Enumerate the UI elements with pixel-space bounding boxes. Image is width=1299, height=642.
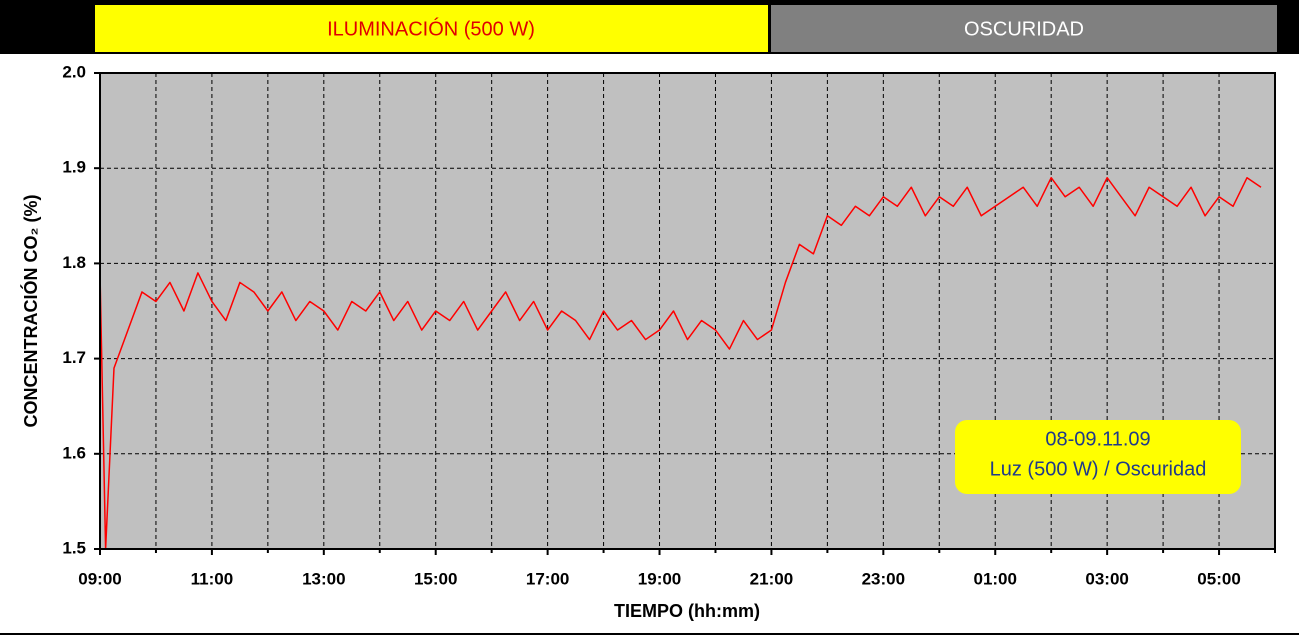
x-tick-label: 23:00 xyxy=(862,569,905,588)
light-banner xyxy=(95,5,768,52)
x-tick-label: 21:00 xyxy=(750,569,793,588)
annotation-box xyxy=(955,420,1241,494)
plot-frame xyxy=(99,72,1276,550)
x-tick-label: 17:00 xyxy=(526,569,569,588)
annotation-line: 08-09.11.09 xyxy=(1045,428,1150,450)
dark-label: OSCURIDAD xyxy=(964,18,1084,40)
x-tick-label: 03:00 xyxy=(1085,569,1128,588)
y-tick-label: 1.6 xyxy=(62,443,86,462)
y-tick-label: 2.0 xyxy=(62,62,86,81)
y-tick-label: 1.8 xyxy=(62,253,86,272)
light-label: ILUMINACIÓN (500 W) xyxy=(327,17,535,40)
y-axis-label: CONCENTRACIÓN CO₂ (%) xyxy=(20,195,41,428)
y-tick-label: 1.9 xyxy=(62,158,86,177)
annotation-line: Luz (500 W) / Oscuridad xyxy=(990,458,1207,480)
x-tick-label: 15:00 xyxy=(414,569,457,588)
x-tick-label: 09:00 xyxy=(78,569,121,588)
x-tick-label: 13:00 xyxy=(302,569,345,588)
x-tick-label: 01:00 xyxy=(973,569,1016,588)
x-tick-label: 05:00 xyxy=(1197,569,1240,588)
x-tick-label: 11:00 xyxy=(191,569,234,588)
y-tick-label: 1.7 xyxy=(62,348,86,367)
data-line xyxy=(99,176,1262,550)
x-tick-label: 19:00 xyxy=(638,569,681,588)
y-tick-label: 1.5 xyxy=(62,538,86,557)
dark-banner xyxy=(771,5,1277,52)
x-axis-label: TIEMPO (hh:mm) xyxy=(614,601,760,621)
